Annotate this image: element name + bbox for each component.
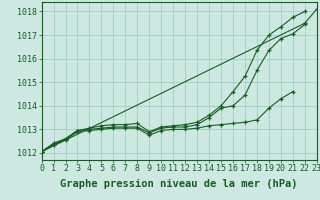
X-axis label: Graphe pression niveau de la mer (hPa): Graphe pression niveau de la mer (hPa) (60, 179, 298, 189)
